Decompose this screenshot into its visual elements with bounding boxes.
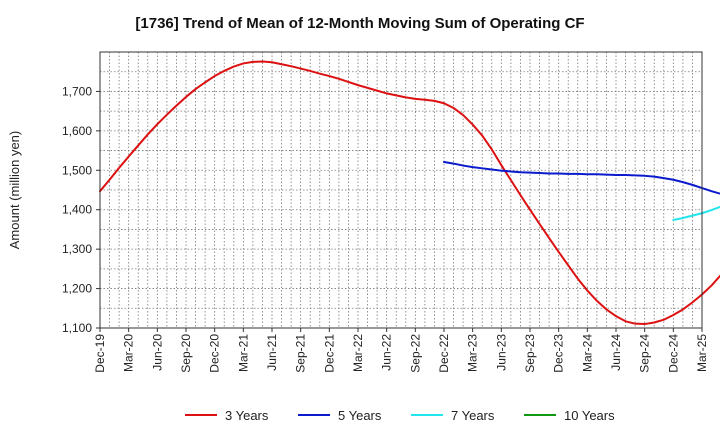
legend-label: 10 Years bbox=[564, 408, 615, 423]
chart-title: [1736] Trend of Mean of 12-Month Moving … bbox=[135, 15, 584, 32]
y-tick-label: 1,400 bbox=[62, 203, 92, 217]
x-tick-label: Dec-19 bbox=[93, 334, 107, 373]
series-line-7-years bbox=[672, 205, 720, 221]
x-tick-label: Dec-24 bbox=[666, 334, 680, 373]
x-tick-label: Mar-23 bbox=[466, 334, 480, 372]
y-tick-label: 1,500 bbox=[62, 163, 92, 177]
y-tick-label: 1,100 bbox=[62, 321, 92, 335]
x-tick-label: Dec-20 bbox=[208, 334, 222, 373]
x-tick-label: Mar-22 bbox=[351, 334, 365, 372]
x-tick-label: Dec-21 bbox=[322, 334, 336, 373]
x-tick-label: Mar-25 bbox=[695, 334, 709, 372]
series-line-5-years bbox=[443, 161, 720, 195]
y-tick-labels: 1,100 1,200 1,300 1,400 1,500 1,600 1,700 bbox=[62, 84, 100, 335]
plot-frame bbox=[99, 51, 703, 329]
x-tick-label: Sep-24 bbox=[638, 334, 652, 373]
legend-label: 3 Years bbox=[225, 408, 269, 423]
y-axis-label: Amount (million yen) bbox=[7, 131, 22, 250]
x-tick-label: Jun-21 bbox=[265, 334, 279, 371]
series-lines bbox=[99, 60, 720, 326]
x-tick-label: Sep-21 bbox=[294, 334, 308, 373]
x-tick-label: Sep-23 bbox=[523, 334, 537, 373]
x-tick-label: Jun-20 bbox=[150, 334, 164, 371]
x-tick-label: Dec-23 bbox=[552, 334, 566, 373]
x-tick-label: Jun-24 bbox=[609, 334, 623, 371]
y-tick-label: 1,600 bbox=[62, 124, 92, 138]
y-tick-label: 1,300 bbox=[62, 242, 92, 256]
legend-label: 5 Years bbox=[338, 408, 382, 423]
x-tick-label: Mar-24 bbox=[580, 334, 594, 372]
grid bbox=[100, 52, 702, 328]
legend: 3 Years 5 Years 7 Years 10 Years bbox=[185, 408, 615, 423]
y-tick-label: 1,200 bbox=[62, 282, 92, 296]
x-tick-label: Mar-20 bbox=[122, 334, 136, 372]
x-tick-labels: Dec-19 Mar-20 Jun-20 Sep-20 Dec-20 Mar-21 Jun-… bbox=[93, 328, 709, 373]
x-tick-label: Jun-23 bbox=[494, 334, 508, 371]
x-tick-label: Dec-22 bbox=[437, 334, 451, 373]
x-tick-label: Sep-22 bbox=[408, 334, 422, 373]
x-tick-label: Mar-21 bbox=[236, 334, 250, 372]
legend-label: 7 Years bbox=[451, 408, 495, 423]
x-tick-label: Jun-22 bbox=[380, 334, 394, 371]
y-tick-label: 1,700 bbox=[62, 84, 92, 98]
x-tick-label: Sep-20 bbox=[179, 334, 193, 373]
series-line-3-years bbox=[99, 60, 720, 326]
